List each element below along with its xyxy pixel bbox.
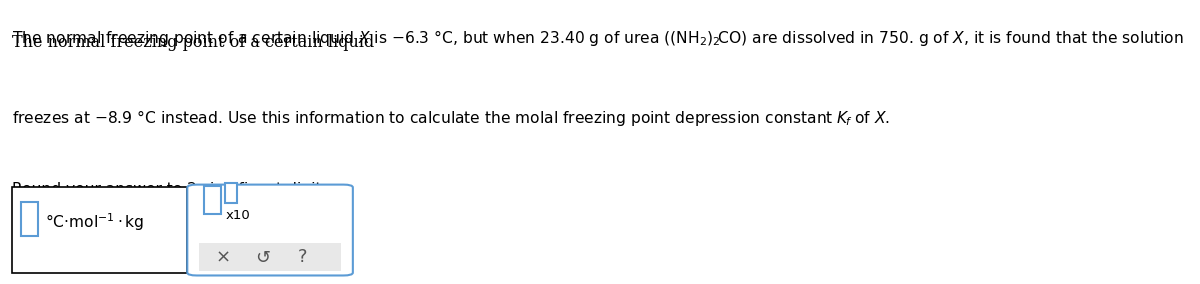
Text: freezes at $-$8.9 °C instead. Use this information to calculate the molal freezi: freezes at $-$8.9 °C instead. Use this i…: [12, 108, 890, 128]
Text: Round your answer to 2 significant digits.: Round your answer to 2 significant digit…: [12, 182, 335, 197]
FancyBboxPatch shape: [12, 187, 187, 273]
Text: ?: ?: [298, 248, 307, 266]
Text: x10: x10: [226, 209, 250, 222]
FancyBboxPatch shape: [204, 186, 221, 214]
FancyBboxPatch shape: [187, 185, 353, 275]
Text: The normal freezing point of a certain liquid $\it{X}$ is $-$6.3 °C, but when 23: The normal freezing point of a certain l…: [12, 28, 1184, 48]
FancyBboxPatch shape: [199, 243, 341, 271]
Text: The normal freezing point of a certain liquid: The normal freezing point of a certain l…: [12, 34, 379, 51]
FancyBboxPatch shape: [20, 202, 38, 236]
Text: ↺: ↺: [256, 248, 270, 266]
Text: ×: ×: [216, 248, 230, 266]
Text: $\degree$C$\cdot$mol$^{-1}\cdot$kg: $\degree$C$\cdot$mol$^{-1}\cdot$kg: [46, 212, 145, 233]
FancyBboxPatch shape: [226, 183, 238, 203]
